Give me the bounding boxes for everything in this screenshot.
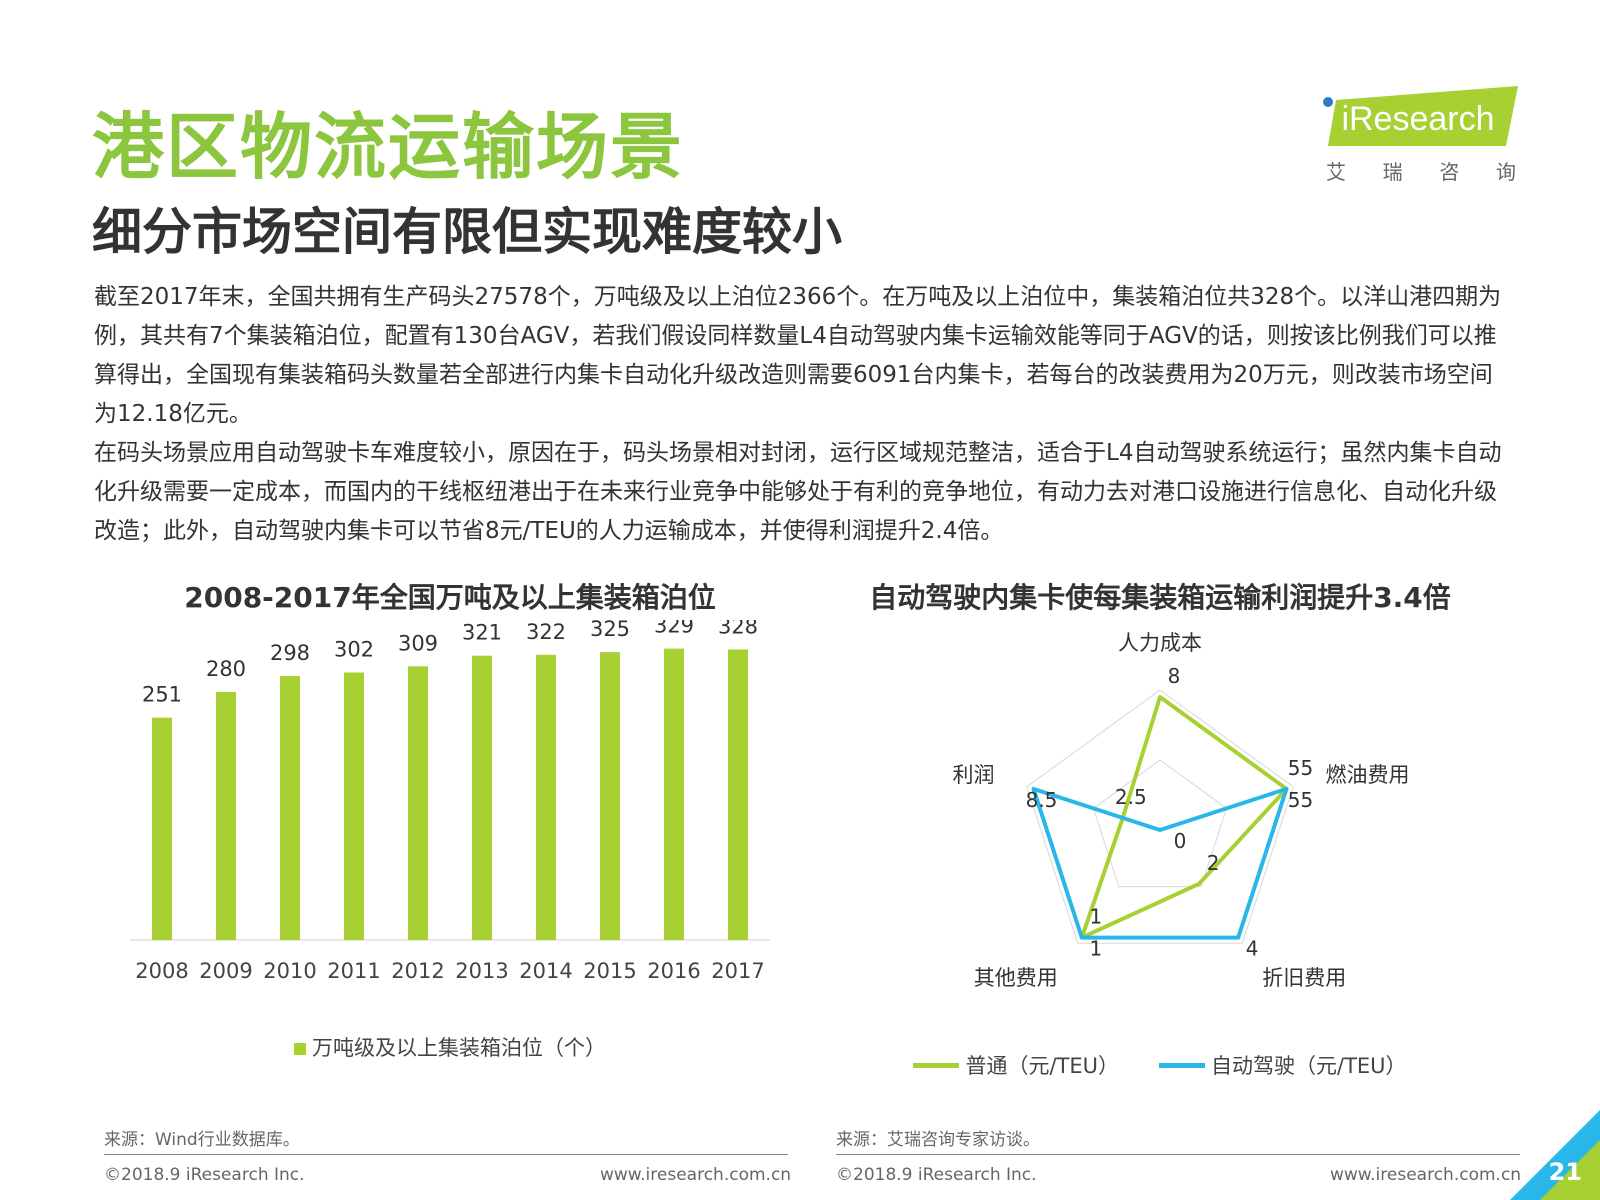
bar [536,654,556,940]
footer-divider [836,1154,1520,1155]
legend-item-auto: 自动驾驶（元/TEU） [1159,1050,1407,1080]
radar-axis-label: 利润 [953,763,995,787]
bar [600,652,620,940]
legend-line-icon [1159,1062,1205,1068]
radar-data-label: 55 [1288,788,1313,812]
bar-chart: 251 2008 280 2009 298 2010 302 2011 309 2012 321 20… [130,620,770,983]
bar-legend-label: 万吨级及以上集装箱泊位（个） [312,1036,606,1060]
radar-data-label: 2.5 [1115,785,1147,809]
radar-axis-label: 折旧费用 [1262,966,1346,990]
bar-chart-legend: 万吨级及以上集装箱泊位（个） [110,1032,790,1062]
bar [408,666,428,940]
radar-series-line [1079,695,1289,940]
footer-website: www.iresearch.com.cn [1330,1165,1522,1185]
logo-char: 瑞 [1382,160,1403,184]
page-title: 港区物流运输场景 [92,105,685,189]
data-label: 298 [270,641,310,665]
data-label: 280 [206,657,246,681]
radar-grid-ring [1092,759,1228,888]
x-tick-label: 2015 [583,959,636,983]
radar-data-label: 8 [1168,664,1181,688]
data-label: 325 [590,620,630,641]
radar-data-label: 0 [1174,829,1187,853]
radar-data-label: 2 [1207,851,1220,875]
data-label: 251 [142,683,182,707]
legend-label-normal: 普通（元/TEU） [965,1054,1119,1078]
bar [216,692,236,940]
radar-data-label: 55 [1288,756,1313,780]
radar-axis-label: 人力成本 [1118,631,1202,655]
x-tick-label: 2009 [199,959,252,983]
radar-chart-source: 来源：艾瑞咨询专家访谈。 [836,1130,1040,1150]
footer-copyright: ©2018.9 iResearch Inc. [104,1165,305,1185]
radar-axis-label: 其他费用 [974,966,1058,990]
bar [152,717,172,940]
body-paragraph: 截至2017年末，全国共拥有生产码头27578个，万吨级及以上泊位2366个。在… [94,284,1502,427]
bar [472,655,492,940]
radar-chart-legend: 普通（元/TEU） 自动驾驶（元/TEU） [820,1050,1500,1080]
footer-divider [104,1154,788,1155]
footer-copyright: ©2018.9 iResearch Inc. [836,1165,1037,1185]
bar-chart-title: 2008-2017年全国万吨及以上集装箱泊位 [184,581,716,614]
bar-chart-source: 来源：Wind行业数据库。 [104,1130,300,1150]
logo-brand-text: iResearch [1341,100,1494,138]
x-tick-label: 2013 [455,959,508,983]
x-tick-label: 2017 [711,959,764,983]
logo-char: 咨 [1439,160,1460,184]
legend-line-icon [913,1062,960,1068]
logo-badge-icon: iResearch [1323,86,1518,146]
corner-decoration-icon [1510,1110,1600,1200]
x-tick-label: 2014 [519,959,572,983]
iresearch-logo: iResearch 艾 瑞 咨 询 [1318,86,1518,186]
radar-chart-title: 自动驾驶内集卡使每集装箱运输利润提升3.4倍 [869,581,1451,614]
data-label: 309 [398,631,438,655]
bar [664,648,684,940]
x-tick-label: 2010 [263,959,316,983]
legend-label-auto: 自动驾驶（元/TEU） [1211,1054,1407,1078]
data-label: 322 [526,620,566,644]
x-tick-label: 2012 [391,959,444,983]
page-subtitle: 细分市场空间有限但实现难度较小 [92,203,842,261]
data-label: 328 [718,620,758,638]
body-paragraph: 在码头场景应用自动驾驶卡车难度较小，原因在于，码头场景相对封闭，运行区域规范整洁… [94,440,1502,544]
radar-data-label: 8.5 [1026,788,1058,812]
page-number: 21 [1548,1158,1582,1186]
legend-item-normal: 普通（元/TEU） [913,1050,1119,1080]
radar-data-label: 4 [1246,937,1259,961]
radar-grid-ring [1026,689,1294,944]
legend-swatch-icon [294,1043,306,1055]
radar-axis-label: 燃油费用 [1325,763,1409,787]
radar-series-line [1031,786,1289,940]
radar-data-label: 1 [1089,937,1102,961]
data-label: 329 [654,620,694,638]
bar [280,676,300,940]
x-tick-label: 2011 [327,959,380,983]
footer-website: www.iresearch.com.cn [600,1165,792,1185]
data-label: 321 [462,621,502,645]
logo-char: 艾 [1326,160,1346,184]
logo-cn-text: 艾 瑞 咨 询 [1326,156,1516,185]
body-text: 截至2017年末，全国共拥有生产码头27578个，万吨级及以上泊位2366个。在… [94,278,1514,551]
x-tick-label: 2008 [135,959,188,983]
bar [728,649,748,940]
radar-data-label: 1 [1089,905,1102,929]
logo-char: 询 [1495,160,1516,184]
x-tick-label: 2016 [647,959,700,983]
data-label: 302 [334,638,374,662]
bar [344,672,364,940]
